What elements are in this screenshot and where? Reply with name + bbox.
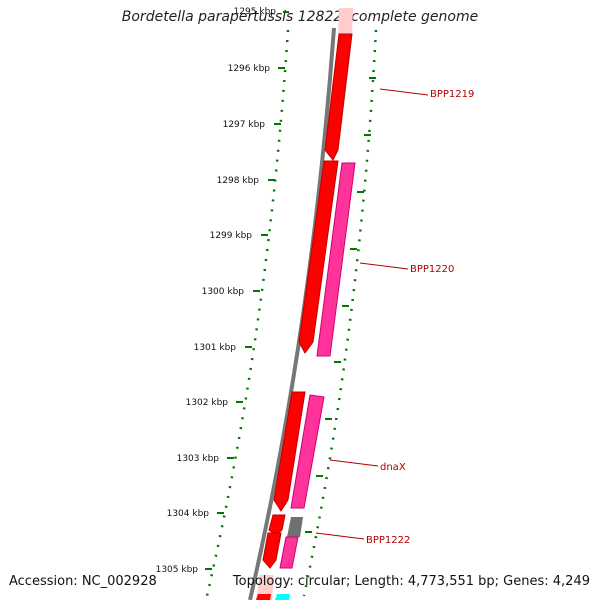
kbp-tick-label: 1295 kbp bbox=[234, 7, 277, 17]
kbp-tick-label: 1303 kbp bbox=[177, 454, 220, 464]
feature-light-bottom bbox=[256, 575, 274, 600]
accession-text: Accession: NC_002928 bbox=[9, 574, 157, 589]
gene-label-text: dnaX bbox=[380, 462, 406, 473]
outer-ruler-ticks bbox=[305, 77, 376, 533]
gene-label-dnax: dnaX bbox=[329, 459, 406, 473]
gene-bpp1220 bbox=[316, 162, 356, 357]
kbp-tick: 1296 kbp bbox=[228, 64, 285, 74]
kbp-tick: 1301 kbp bbox=[194, 343, 252, 353]
cds-dnax bbox=[273, 391, 306, 512]
kbp-tick-label: 1298 kbp bbox=[217, 176, 260, 186]
kbp-tick: 1305 kbp bbox=[156, 565, 212, 575]
gene-lower bbox=[279, 536, 299, 569]
features bbox=[256, 8, 356, 600]
kbp-tick: 1298 kbp bbox=[217, 176, 275, 186]
feature-light-top bbox=[338, 8, 353, 36]
gene-label-bpp1220: BPP1220 bbox=[359, 262, 454, 275]
gene-dnax bbox=[290, 394, 325, 509]
topology-text: Topology: circular; Length: 4,773,551 bp… bbox=[232, 574, 590, 589]
kbp-tick: 1303 kbp bbox=[177, 454, 234, 464]
gene-label-bpp1219: BPP1219 bbox=[379, 88, 474, 100]
kbp-tick: 1304 kbp bbox=[167, 509, 224, 519]
feature-bpp1222-grey bbox=[287, 517, 303, 537]
kbp-tick-label: 1305 kbp bbox=[156, 565, 199, 575]
genome-backbone bbox=[248, 27, 336, 600]
kbp-tick-label: 1304 kbp bbox=[167, 509, 210, 519]
gene-label-text: BPP1222 bbox=[366, 535, 410, 546]
cds-bottom bbox=[256, 594, 271, 600]
kbp-tick: 1302 kbp bbox=[186, 398, 243, 408]
gene-label-text: BPP1220 bbox=[410, 264, 454, 275]
kbp-tick-label: 1296 kbp bbox=[228, 64, 271, 74]
inner-ruler bbox=[205, 29, 290, 597]
cds-bpp1220 bbox=[298, 160, 339, 354]
kbp-tick: 1297 kbp bbox=[223, 120, 281, 130]
feature-cyan bbox=[275, 594, 290, 600]
gene-label-text: BPP1219 bbox=[430, 89, 474, 100]
kbp-tick-label: 1297 kbp bbox=[223, 120, 266, 130]
kbp-tick-label: 1302 kbp bbox=[186, 398, 229, 408]
gene-labels: BPP1219 BPP1220 dnaX BPP1222 bbox=[315, 88, 474, 546]
kbp-ticks: 1295 kbp 1296 kbp 1297 kbp 1298 kbp 1299… bbox=[156, 7, 289, 575]
kbp-tick-label: 1301 kbp bbox=[194, 343, 237, 353]
kbp-tick-label: 1299 kbp bbox=[210, 231, 253, 241]
map-title: Bordetella parapertussis 12822, complete… bbox=[121, 9, 479, 25]
gene-label-bpp1222: BPP1222 bbox=[315, 532, 410, 546]
kbp-tick-label: 1300 kbp bbox=[202, 287, 245, 297]
kbp-tick: 1300 kbp bbox=[202, 287, 260, 297]
kbp-tick: 1299 kbp bbox=[210, 231, 268, 241]
cds-bpp1219 bbox=[324, 33, 353, 161]
kbp-tick: 1295 kbp bbox=[234, 7, 289, 17]
cds-lower bbox=[262, 532, 282, 569]
cds-small bbox=[268, 514, 286, 536]
